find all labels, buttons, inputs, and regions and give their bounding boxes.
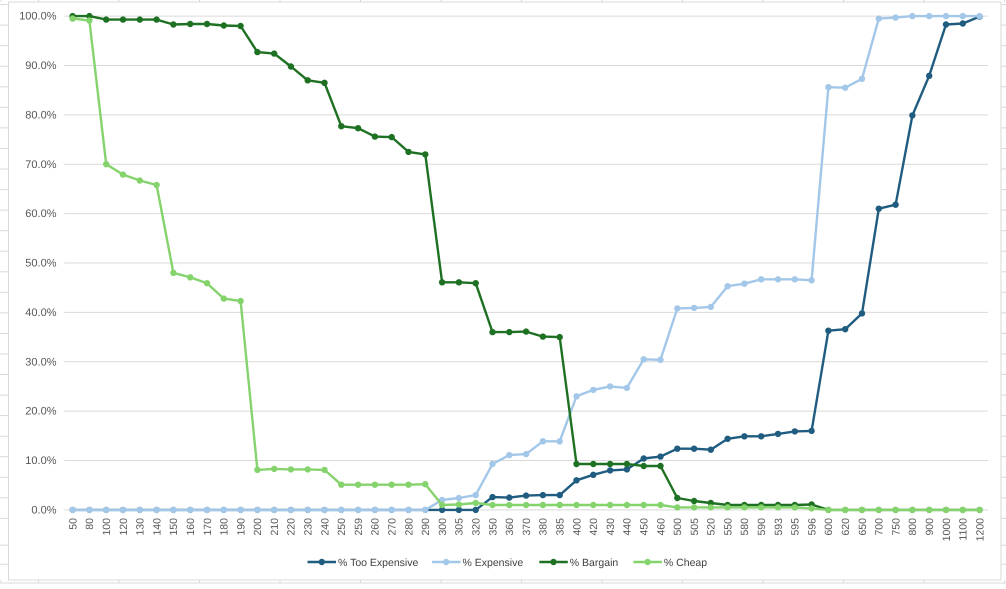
svg-text:380: 380	[538, 518, 550, 536]
svg-text:320: 320	[471, 518, 483, 536]
svg-text:593: 593	[773, 518, 785, 536]
svg-text:230: 230	[303, 518, 315, 536]
svg-text:% Expensive: % Expensive	[463, 557, 524, 569]
svg-text:40.0%: 40.0%	[25, 307, 56, 319]
svg-text:60.0%: 60.0%	[25, 208, 56, 220]
svg-text:1100: 1100	[958, 518, 970, 541]
svg-text:80: 80	[84, 518, 96, 530]
svg-text:430: 430	[605, 518, 617, 536]
svg-text:260: 260	[370, 518, 382, 536]
svg-text:1200: 1200	[974, 518, 986, 542]
svg-text:460: 460	[655, 518, 667, 536]
svg-text:220: 220	[286, 518, 298, 536]
svg-text:900: 900	[924, 518, 936, 536]
svg-text:800: 800	[907, 518, 919, 536]
svg-text:590: 590	[756, 518, 768, 536]
svg-text:160: 160	[185, 518, 197, 536]
svg-text:270: 270	[387, 518, 399, 536]
svg-text:70.0%: 70.0%	[25, 159, 56, 171]
svg-text:300: 300	[437, 518, 449, 536]
svg-text:650: 650	[857, 518, 869, 536]
svg-text:595: 595	[790, 518, 802, 536]
svg-text:350: 350	[487, 518, 499, 536]
svg-text:505: 505	[689, 518, 701, 536]
svg-text:% Too Expensive: % Too Expensive	[338, 557, 419, 569]
svg-text:130: 130	[135, 518, 147, 536]
svg-text:440: 440	[622, 518, 634, 536]
svg-text:596: 596	[806, 518, 818, 536]
svg-text:0.0%: 0.0%	[31, 505, 56, 517]
svg-text:20.0%: 20.0%	[25, 406, 56, 418]
svg-text:305: 305	[454, 518, 466, 536]
svg-text:750: 750	[890, 518, 902, 536]
svg-text:250: 250	[336, 518, 348, 536]
svg-text:10.0%: 10.0%	[25, 455, 56, 467]
svg-text:450: 450	[639, 518, 651, 536]
svg-text:180: 180	[219, 518, 231, 536]
svg-text:420: 420	[588, 518, 600, 536]
svg-text:% Bargain: % Bargain	[570, 557, 619, 569]
svg-text:400: 400	[571, 518, 583, 536]
svg-text:259: 259	[353, 518, 365, 536]
svg-text:170: 170	[202, 518, 214, 536]
svg-text:520: 520	[706, 518, 718, 536]
svg-text:280: 280	[403, 518, 415, 536]
svg-text:385: 385	[555, 518, 567, 536]
svg-text:500: 500	[672, 518, 684, 536]
svg-text:80.0%: 80.0%	[25, 110, 56, 122]
svg-text:190: 190	[235, 518, 247, 536]
svg-text:290: 290	[420, 518, 432, 536]
svg-text:370: 370	[521, 518, 533, 536]
svg-text:100.0%: 100.0%	[19, 11, 57, 23]
svg-text:50: 50	[67, 518, 79, 530]
svg-text:140: 140	[151, 518, 163, 536]
svg-text:% Cheap: % Cheap	[664, 557, 707, 569]
svg-text:30.0%: 30.0%	[25, 356, 56, 368]
svg-text:600: 600	[823, 518, 835, 536]
svg-text:580: 580	[739, 518, 751, 536]
svg-text:150: 150	[168, 518, 180, 536]
svg-text:90.0%: 90.0%	[25, 60, 56, 72]
svg-text:360: 360	[504, 518, 516, 536]
svg-text:100: 100	[101, 518, 113, 536]
svg-text:700: 700	[874, 518, 886, 536]
svg-text:50.0%: 50.0%	[25, 258, 56, 270]
svg-text:240: 240	[319, 518, 331, 536]
svg-text:200: 200	[252, 518, 264, 536]
svg-text:550: 550	[722, 518, 734, 536]
svg-text:120: 120	[118, 518, 130, 536]
svg-text:1000: 1000	[941, 518, 953, 542]
svg-text:620: 620	[840, 518, 852, 536]
svg-text:210: 210	[269, 518, 281, 536]
